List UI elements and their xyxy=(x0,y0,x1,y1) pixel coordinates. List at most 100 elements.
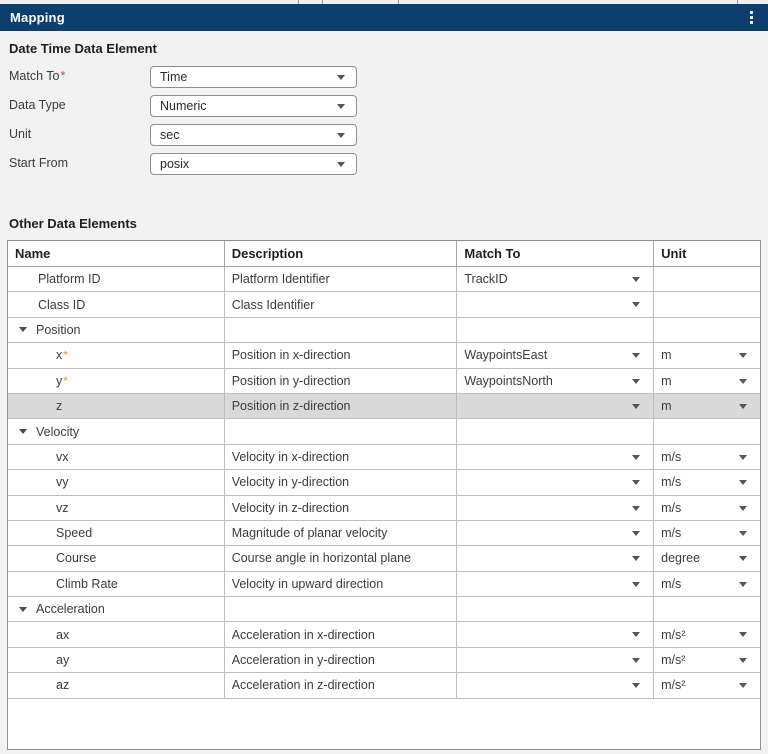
unit-cell[interactable]: degree xyxy=(653,546,760,571)
match-to-cell[interactable] xyxy=(456,419,653,444)
match-to-cell[interactable] xyxy=(456,647,653,673)
row-name: Position xyxy=(36,322,81,337)
row-name: y xyxy=(56,373,63,388)
unit-cell[interactable]: m/s xyxy=(653,571,760,597)
unit-cell[interactable]: m/s xyxy=(653,495,760,520)
dropdown-value: Numeric xyxy=(160,99,207,113)
chevron-down-icon[interactable] xyxy=(738,353,747,359)
table-row[interactable]: y * Position in y-direction WaypointsNor… xyxy=(8,368,760,394)
unit-cell[interactable] xyxy=(653,267,760,292)
unit-cell[interactable]: m xyxy=(653,343,760,368)
field-dropdown[interactable]: sec xyxy=(150,124,357,146)
table-row[interactable]: Speed Magnitude of planar velocity m/s xyxy=(8,520,760,547)
match-to-cell[interactable]: WaypointsNorth xyxy=(456,368,653,393)
match-to-cell[interactable]: TrackID xyxy=(456,267,653,292)
chevron-down-icon[interactable] xyxy=(632,403,641,409)
unit-cell[interactable] xyxy=(653,597,760,622)
field-dropdown[interactable]: Time xyxy=(150,66,357,88)
table-row[interactable]: vz Velocity in z-direction m/s xyxy=(8,495,760,521)
chevron-down-icon[interactable] xyxy=(738,378,747,384)
table-row[interactable]: az Acceleration in z-direction m/s² xyxy=(8,673,760,699)
table-row[interactable]: Velocity xyxy=(8,419,760,445)
unit-cell[interactable]: m/s xyxy=(653,444,760,470)
chevron-down-icon[interactable] xyxy=(632,480,641,486)
unit-cell[interactable]: m/s xyxy=(653,470,760,495)
row-description: Acceleration in y-direction xyxy=(223,647,457,673)
table-row[interactable]: vx Velocity in x-direction m/s xyxy=(8,444,760,471)
field-dropdown[interactable]: posix xyxy=(150,153,357,175)
chevron-down-icon[interactable] xyxy=(632,302,641,308)
chevron-down-icon[interactable] xyxy=(632,632,641,638)
chevron-down-icon[interactable] xyxy=(738,632,747,638)
collapse-triangle-icon[interactable] xyxy=(19,606,27,612)
unit-cell[interactable]: m xyxy=(653,368,760,393)
chevron-down-icon[interactable] xyxy=(632,505,641,511)
field-dropdown[interactable]: Numeric xyxy=(150,95,357,117)
chevron-down-icon xyxy=(337,75,345,80)
unit-cell[interactable]: m/s xyxy=(653,520,760,546)
other-elements-section-title: Other Data Elements xyxy=(9,216,137,231)
chevron-down-icon[interactable] xyxy=(738,683,747,689)
table-row[interactable]: ax Acceleration in x-direction m/s² xyxy=(8,622,760,648)
table-row[interactable]: Climb Rate Velocity in upward direction … xyxy=(8,571,760,598)
chevron-down-icon[interactable] xyxy=(738,454,747,460)
match-to-cell[interactable] xyxy=(456,520,653,546)
chevron-down-icon[interactable] xyxy=(632,657,641,663)
chevron-down-icon[interactable] xyxy=(738,505,747,511)
match-to-cell[interactable] xyxy=(456,597,653,622)
chevron-down-icon[interactable] xyxy=(632,556,641,562)
unit-cell[interactable] xyxy=(653,292,760,317)
row-name: az xyxy=(56,678,70,693)
table-row[interactable]: Platform ID Platform Identifier TrackID xyxy=(8,267,760,293)
kebab-menu-icon[interactable] xyxy=(745,8,758,27)
table-row[interactable]: z Position in z-direction m xyxy=(8,393,760,420)
chevron-down-icon[interactable] xyxy=(632,277,641,282)
column-header-name: Name xyxy=(15,246,51,261)
match-to-cell[interactable] xyxy=(456,393,653,419)
row-description: Position in y-direction xyxy=(223,368,457,393)
collapse-triangle-icon[interactable] xyxy=(19,429,27,435)
form-field-row: Data Type Numeric xyxy=(0,95,768,117)
table-row[interactable]: vy Velocity in y-direction m/s xyxy=(8,470,760,496)
unit-cell[interactable] xyxy=(653,419,760,444)
row-description xyxy=(223,317,457,343)
match-to-cell[interactable] xyxy=(456,673,653,698)
match-to-cell[interactable] xyxy=(456,571,653,597)
chevron-down-icon[interactable] xyxy=(632,530,641,536)
match-to-cell[interactable] xyxy=(456,444,653,470)
chevron-down-icon[interactable] xyxy=(738,480,747,486)
chevron-down-icon[interactable] xyxy=(738,556,747,562)
match-to-cell[interactable] xyxy=(456,470,653,495)
table-row[interactable]: x * Position in x-direction WaypointsEas… xyxy=(8,343,760,369)
unit-cell[interactable]: m/s² xyxy=(653,622,760,647)
row-description: Class Identifier xyxy=(223,292,457,317)
table-row[interactable]: Position xyxy=(8,317,760,344)
table-row[interactable]: Course Course angle in horizontal plane … xyxy=(8,546,760,572)
match-to-cell[interactable] xyxy=(456,546,653,571)
table-row[interactable]: ay Acceleration in y-direction m/s² xyxy=(8,647,760,674)
unit-cell[interactable]: m xyxy=(653,393,760,419)
collapse-triangle-icon[interactable] xyxy=(19,327,27,333)
chevron-down-icon[interactable] xyxy=(632,581,641,587)
chevron-down-icon[interactable] xyxy=(632,353,641,359)
unit-cell[interactable] xyxy=(653,317,760,343)
field-label: Start From xyxy=(9,156,69,170)
unit-cell[interactable]: m/s² xyxy=(653,647,760,673)
match-to-cell[interactable] xyxy=(456,292,653,317)
chevron-down-icon[interactable] xyxy=(632,683,641,689)
unit-cell[interactable]: m/s² xyxy=(653,673,760,698)
chevron-down-icon[interactable] xyxy=(738,657,747,663)
chevron-down-icon xyxy=(337,133,345,138)
chevron-down-icon[interactable] xyxy=(738,530,747,536)
match-to-cell[interactable] xyxy=(456,317,653,343)
chevron-down-icon[interactable] xyxy=(632,378,641,384)
match-to-cell[interactable] xyxy=(456,622,653,647)
table-row[interactable]: Acceleration xyxy=(8,597,760,623)
chevron-down-icon[interactable] xyxy=(738,581,747,587)
table-row[interactable]: Class ID Class Identifier xyxy=(8,292,760,318)
match-to-cell[interactable] xyxy=(456,495,653,520)
chevron-down-icon[interactable] xyxy=(738,403,747,409)
match-to-cell[interactable]: WaypointsEast xyxy=(456,343,653,368)
chevron-down-icon[interactable] xyxy=(632,454,641,460)
